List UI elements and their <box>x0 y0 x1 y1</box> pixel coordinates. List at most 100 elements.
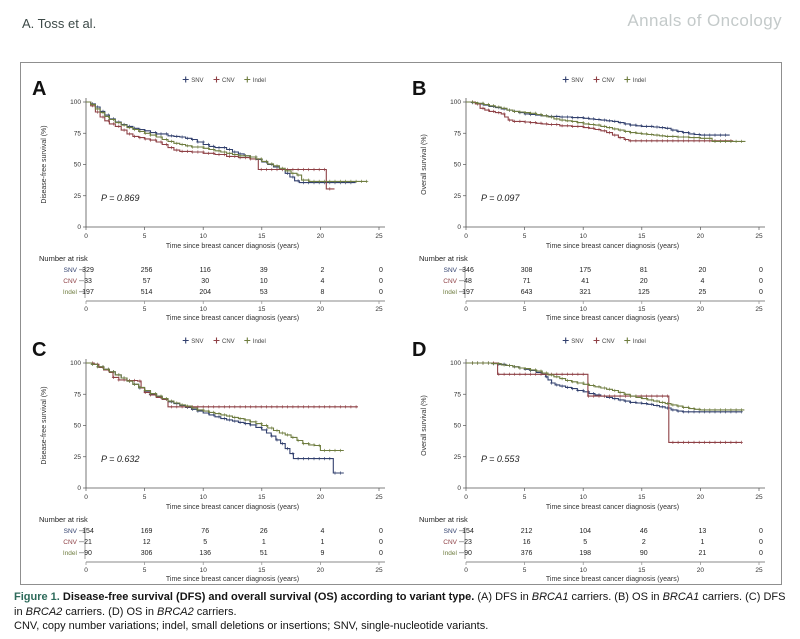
p-value: P = 0.632 <box>101 454 139 464</box>
plus-marker-icon <box>624 337 631 343</box>
legend-label: CNV <box>602 339 615 345</box>
risk-x-tick-label: 25 <box>375 306 383 313</box>
plus-marker-icon <box>244 337 251 343</box>
x-tick-label: 5 <box>523 233 527 240</box>
risk-count: 90 <box>84 550 92 557</box>
risk-row-label: SNV <box>64 528 78 535</box>
risk-count: 116 <box>200 267 211 274</box>
risk-count: 0 <box>379 278 383 285</box>
risk-x-tick-label: 0 <box>464 567 468 574</box>
y-tick-label: 25 <box>454 453 462 460</box>
plus-marker-icon <box>624 76 631 83</box>
risk-count: 0 <box>759 267 763 274</box>
risk-count: 51 <box>260 550 268 557</box>
x-tick-label: 0 <box>84 233 88 240</box>
risk-count: 4 <box>700 278 704 285</box>
risk-x-axis-title: Time since breast cancer diagnosis (year… <box>166 315 299 322</box>
risk-count: 643 <box>521 289 533 296</box>
panel-letter-A: A <box>32 78 46 100</box>
km-curve-indel <box>86 361 344 451</box>
risk-count: 154 <box>462 528 474 535</box>
risk-count: 0 <box>379 539 383 546</box>
risk-x-tick-label: 25 <box>375 567 383 574</box>
risk-count: 514 <box>141 289 153 296</box>
y-tick-label: 0 <box>77 224 81 231</box>
km-curve-snv <box>466 361 742 412</box>
risk-count: 21 <box>699 550 707 557</box>
legend-label: SNV <box>191 78 203 84</box>
risk-count: 346 <box>462 267 474 274</box>
censor-marks-cnv <box>90 104 332 191</box>
y-tick-label: 0 <box>457 485 461 492</box>
km-curve-cnv <box>86 101 335 190</box>
x-tick-label: 20 <box>697 233 705 240</box>
x-tick-label: 10 <box>200 494 208 501</box>
x-tick-label: 15 <box>258 233 266 240</box>
risk-x-tick-label: 5 <box>143 567 147 574</box>
journal-name: Annals of Oncology <box>627 11 782 30</box>
caption-segment: BRCA1 <box>662 591 700 603</box>
figure-1-box: A SNV CNV Indel 0 25 50 75 100 0 5 10 15 20 25 Time sin… <box>20 62 782 585</box>
risk-count: 0 <box>379 267 383 274</box>
panel-B: B SNV CNV Indel 0 25 50 75 100 0 5 10 15 20 25 Time sin… <box>401 63 781 324</box>
x-tick-label: 10 <box>580 494 588 501</box>
x-tick-label: 20 <box>317 233 325 240</box>
risk-x-axis-title: Time since breast cancer diagnosis (year… <box>546 315 679 322</box>
risk-count: 125 <box>638 289 650 296</box>
risk-count: 197 <box>82 289 94 296</box>
panel-letter-D: D <box>412 339 426 361</box>
x-tick-label: 0 <box>84 494 88 501</box>
x-tick-label: 0 <box>464 494 468 501</box>
risk-count: 197 <box>462 289 474 296</box>
censor-marks-indel <box>470 100 743 143</box>
risk-count: 2 <box>642 539 646 546</box>
risk-count: 53 <box>260 289 268 296</box>
risk-x-tick-label: 20 <box>317 306 325 313</box>
risk-count: 321 <box>579 289 591 296</box>
x-tick-label: 10 <box>200 233 208 240</box>
plus-marker-icon <box>244 76 251 83</box>
caption-main-line: Figure 1. Disease-free survival (DFS) an… <box>14 590 786 619</box>
x-tick-label: 5 <box>523 494 527 501</box>
risk-count: 16 <box>523 539 531 546</box>
plus-marker-icon <box>593 76 600 83</box>
risk-count: 212 <box>521 528 533 535</box>
risk-count: 25 <box>699 289 707 296</box>
x-tick-label: 0 <box>464 233 468 240</box>
y-tick-label: 75 <box>74 130 82 137</box>
x-tick-label: 15 <box>638 494 646 501</box>
legend-label: CNV <box>602 78 615 84</box>
caption-segment: BRCA2 <box>157 605 194 618</box>
risk-table-title: Number at risk <box>39 515 88 524</box>
risk-count: 30 <box>201 278 209 285</box>
y-tick-label: 0 <box>457 224 461 231</box>
caption-segment: BRCA2 <box>25 605 63 618</box>
legend-label: Indel <box>633 78 646 84</box>
legend-label: SNV <box>191 339 203 345</box>
risk-count: 81 <box>640 267 648 274</box>
risk-count: 329 <box>82 267 94 274</box>
x-tick-label: 20 <box>697 494 705 501</box>
risk-x-tick-label: 20 <box>317 567 325 574</box>
risk-row-label: Indel <box>63 289 78 296</box>
risk-count: 9 <box>320 550 324 557</box>
risk-count: 136 <box>199 550 211 557</box>
risk-count: 41 <box>581 278 589 285</box>
censor-marks-indel <box>90 362 342 452</box>
y-tick-label: 100 <box>70 360 81 367</box>
risk-x-tick-label: 15 <box>258 567 266 574</box>
risk-x-tick-label: 25 <box>755 567 763 574</box>
risk-count: 12 <box>143 539 151 546</box>
plus-marker-icon <box>213 76 220 83</box>
risk-x-axis-title: Time since breast cancer diagnosis (year… <box>546 576 679 583</box>
y-axis-title: Overall survival (%) <box>421 395 428 456</box>
risk-count: 71 <box>523 278 531 285</box>
y-tick-label: 75 <box>454 391 462 398</box>
risk-table-title: Number at risk <box>419 254 468 263</box>
x-tick-label: 25 <box>755 233 763 240</box>
y-tick-label: 0 <box>77 485 81 492</box>
x-tick-label: 10 <box>580 233 588 240</box>
y-tick-label: 50 <box>74 162 82 169</box>
risk-count: 4 <box>320 528 324 535</box>
